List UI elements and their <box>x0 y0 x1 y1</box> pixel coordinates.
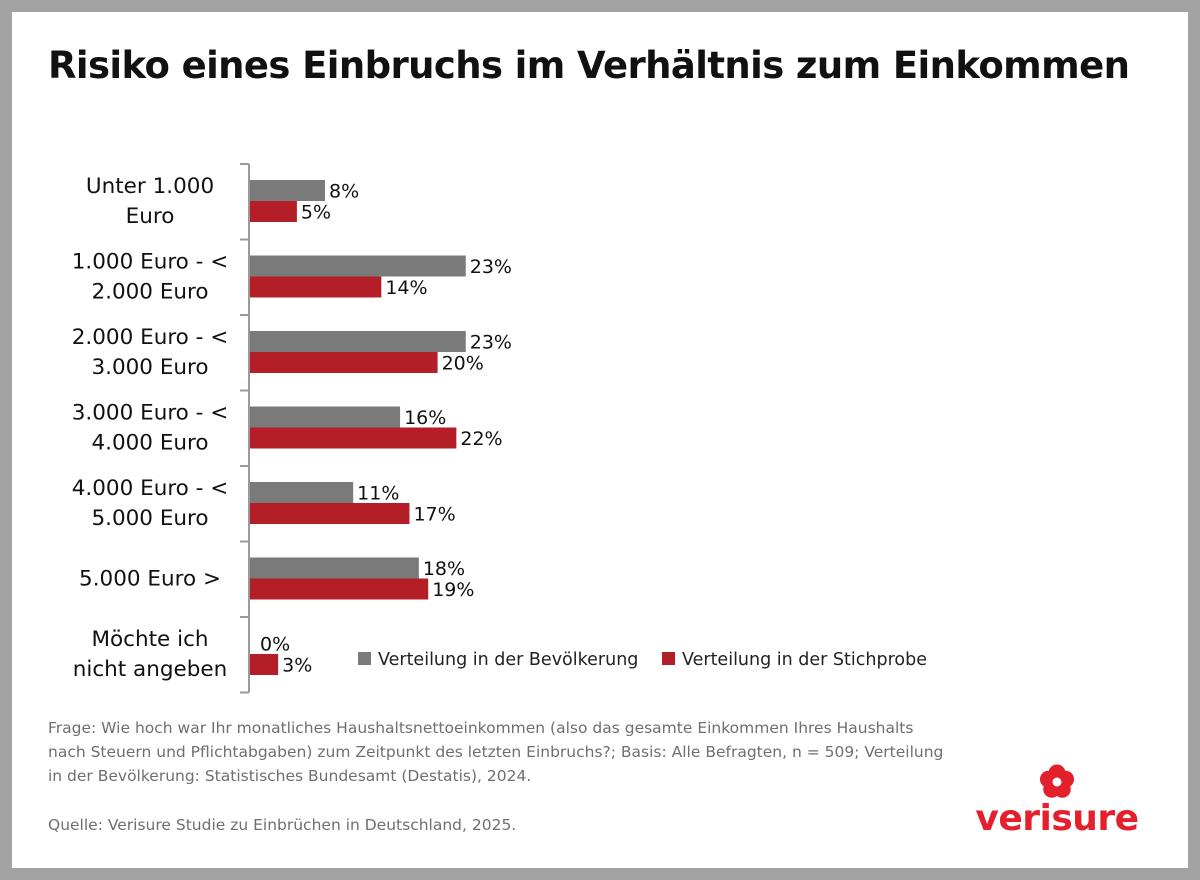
data-label: 3% <box>282 655 312 677</box>
category-label: Euro <box>126 204 175 229</box>
bar <box>250 276 382 298</box>
category-label: 5.000 Euro <box>91 506 208 531</box>
chart-title: Risiko eines Einbruchs im Verhältnis zum… <box>48 44 1130 87</box>
category-label: 2.000 Euro <box>91 280 208 305</box>
data-label: 17% <box>413 504 455 526</box>
bar <box>250 180 326 201</box>
question-note: Frage: Wie hoch war Ihr monatliches Haus… <box>48 719 944 785</box>
bar <box>250 557 419 579</box>
data-label: 18% <box>423 558 465 580</box>
data-label: 22% <box>460 428 502 450</box>
category-label: Möchte ich <box>91 627 208 652</box>
bar <box>250 406 401 428</box>
flower-logo-icon <box>1039 764 1075 798</box>
category-label: 4.000 Euro - < <box>72 476 229 501</box>
bar <box>250 578 429 600</box>
bar <box>250 427 457 449</box>
bar <box>250 352 438 373</box>
legend-label: Verteilung in der Bevölkerung <box>378 650 638 670</box>
category-label: nicht angeben <box>73 657 228 682</box>
data-label: 14% <box>385 277 427 299</box>
legend-swatch <box>662 652 675 665</box>
data-label: 23% <box>470 332 512 354</box>
category-label: 1.000 Euro - < <box>72 250 229 275</box>
bar <box>250 654 279 675</box>
bar <box>250 201 297 222</box>
bar <box>250 331 466 352</box>
data-label: 19% <box>432 579 474 601</box>
category-label: 4.000 Euro <box>91 431 208 456</box>
data-label: 5% <box>301 202 331 224</box>
legend-swatch <box>358 652 371 665</box>
verisure-logo: verisure <box>972 760 1142 844</box>
data-label: 0% <box>260 634 290 656</box>
category-label: 2.000 Euro - < <box>72 325 229 350</box>
category-label: 3.000 Euro <box>91 355 208 380</box>
category-label: Unter 1.000 <box>86 174 214 199</box>
data-label: 11% <box>357 483 399 505</box>
logo-text: verisure <box>975 798 1139 839</box>
data-label: 20% <box>442 353 484 375</box>
category-label: 3.000 Euro - < <box>72 401 229 426</box>
legend-label: Verteilung in der Stichprobe <box>682 650 927 670</box>
category-label: 5.000 Euro > <box>79 567 221 592</box>
source-note: Quelle: Verisure Studie zu Einbrüchen in… <box>48 816 517 834</box>
bar <box>250 255 466 277</box>
data-label: 16% <box>404 407 446 429</box>
data-label: 23% <box>470 256 512 278</box>
bar <box>250 482 354 503</box>
data-label: 8% <box>329 181 359 203</box>
bar <box>250 503 410 524</box>
chart-card <box>12 12 1188 868</box>
